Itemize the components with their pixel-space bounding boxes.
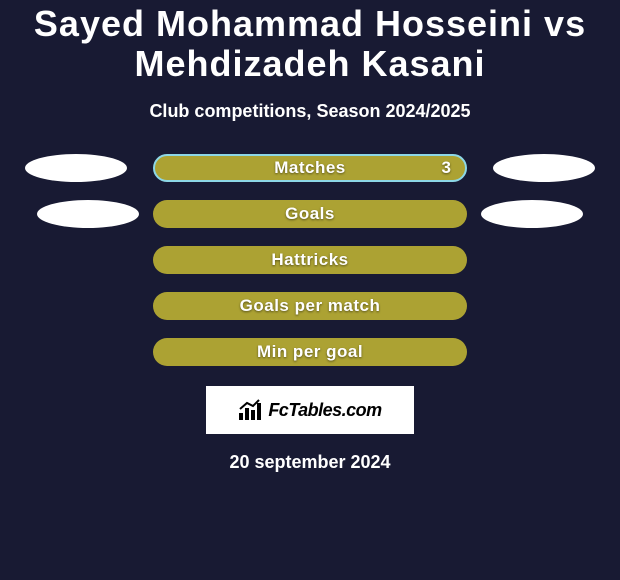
left-value-oval [37, 200, 139, 228]
left-slot [25, 292, 127, 320]
left-slot [25, 200, 127, 228]
stat-value-right: 3 [442, 158, 451, 178]
stat-bar: Hattricks [153, 246, 467, 274]
brand-chart-icon [238, 399, 264, 421]
left-slot [25, 338, 127, 366]
stat-label: Hattricks [271, 250, 348, 270]
subtitle: Club competitions, Season 2024/2025 [0, 101, 620, 122]
stat-label: Goals [285, 204, 335, 224]
footer-date: 20 september 2024 [0, 452, 620, 473]
stat-row: Min per goal [0, 338, 620, 366]
stat-row: Goals per match [0, 292, 620, 320]
right-slot [493, 246, 595, 274]
stat-label: Goals per match [240, 296, 381, 316]
page-title: Sayed Mohammad Hosseini vs Mehdizadeh Ka… [0, 0, 620, 83]
right-slot [493, 154, 595, 182]
right-slot [493, 292, 595, 320]
stat-bar: Goals [153, 200, 467, 228]
right-slot [493, 200, 595, 228]
stat-row: Matches 3 [0, 154, 620, 182]
stat-label: Matches [274, 158, 346, 178]
left-slot [25, 154, 127, 182]
stat-bar: Matches 3 [153, 154, 467, 182]
stat-row: Hattricks [0, 246, 620, 274]
right-value-oval [481, 200, 583, 228]
stat-row: Goals [0, 200, 620, 228]
stats-container: Matches 3 Goals Hattricks Goals per match Min… [0, 154, 620, 366]
stat-bar: Goals per match [153, 292, 467, 320]
right-value-oval [493, 154, 595, 182]
brand-badge: FcTables.com [206, 386, 414, 434]
right-slot [493, 338, 595, 366]
left-slot [25, 246, 127, 274]
left-value-oval [25, 154, 127, 182]
brand-text: FcTables.com [268, 400, 381, 421]
stat-label: Min per goal [257, 342, 363, 362]
stat-bar: Min per goal [153, 338, 467, 366]
